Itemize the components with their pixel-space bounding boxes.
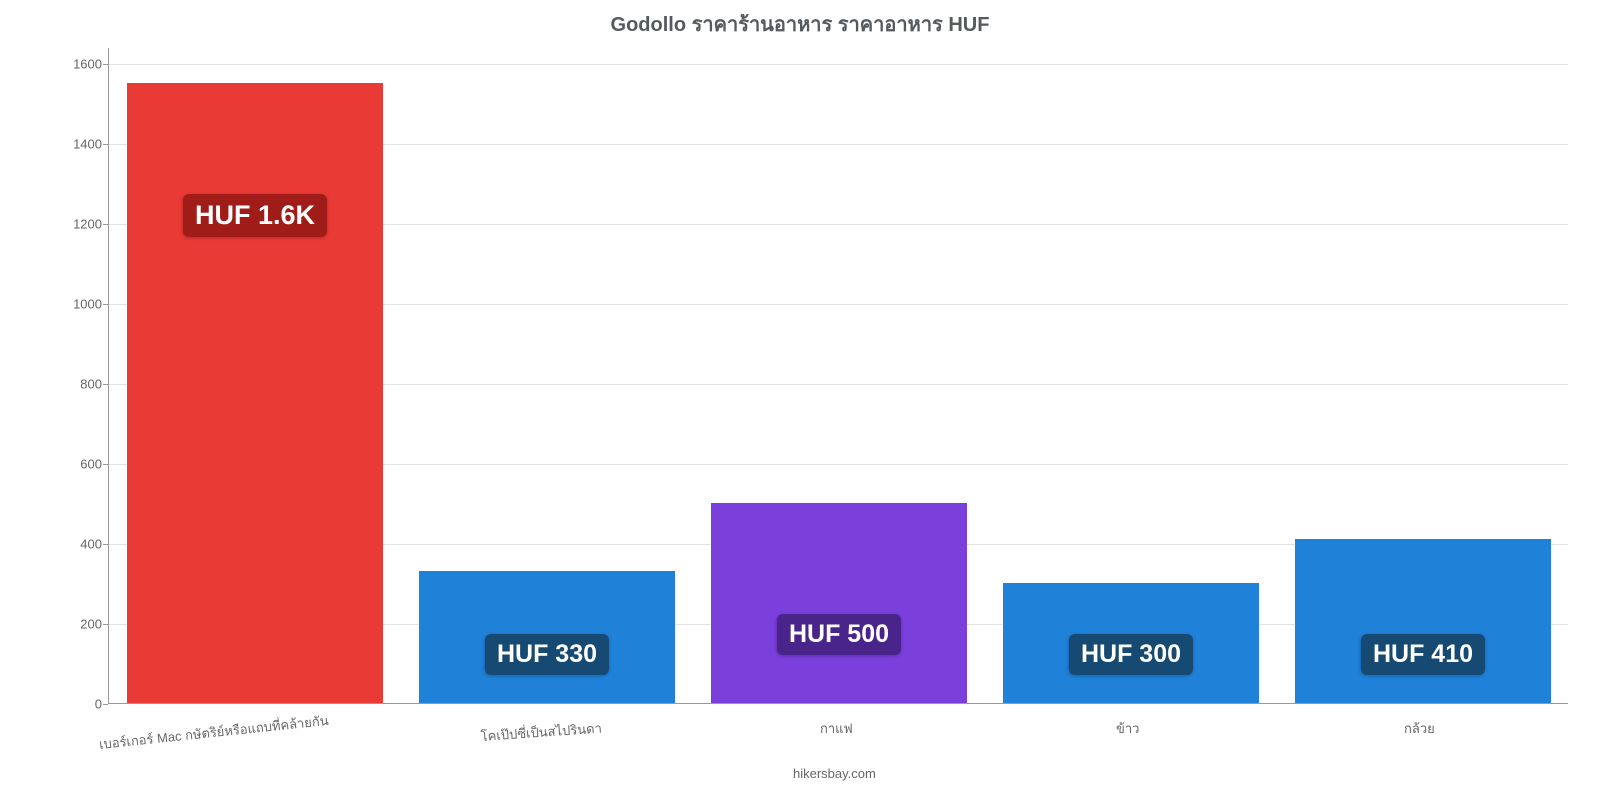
grid-line bbox=[109, 64, 1568, 65]
ytick-label: 0 bbox=[12, 697, 102, 712]
bar-chart: Godollo ราคาร้านอาหาร ราคาอาหาร HUF 0 200… bbox=[0, 0, 1600, 800]
ytick-label: 1000 bbox=[12, 297, 102, 312]
bar-value-label: HUF 1.6K bbox=[183, 194, 327, 237]
x-category-label: โคเป๊ปซี่เป็นสไปรินดา bbox=[480, 718, 603, 747]
ytick-label: 400 bbox=[12, 537, 102, 552]
ytick-mark bbox=[103, 704, 108, 705]
bar bbox=[1295, 539, 1552, 703]
x-category-label: กล้วย bbox=[1404, 718, 1435, 739]
bar-value-label: HUF 300 bbox=[1069, 634, 1193, 675]
x-category-label: กาแฟ bbox=[820, 718, 853, 739]
ytick-label: 200 bbox=[12, 617, 102, 632]
ytick-label: 600 bbox=[12, 457, 102, 472]
x-category-label: เบอร์เกอร์ Mac กษัตริย์หรือแถบที่คล้ายกั… bbox=[98, 710, 330, 755]
attribution-text: hikersbay.com bbox=[793, 766, 876, 781]
plot-area: HUF 1.6K HUF 330 HUF 500 HUF 300 HUF 410 bbox=[108, 48, 1568, 704]
bar-value-label: HUF 500 bbox=[777, 614, 901, 655]
x-category-label: ข้าว bbox=[1116, 718, 1140, 739]
bar-value-label: HUF 410 bbox=[1361, 634, 1485, 675]
ytick-label: 1600 bbox=[12, 57, 102, 72]
bar bbox=[711, 503, 968, 703]
bar bbox=[127, 83, 384, 703]
ytick-label: 1400 bbox=[12, 137, 102, 152]
bar-value-label: HUF 330 bbox=[485, 634, 609, 675]
ytick-label: 800 bbox=[12, 377, 102, 392]
ytick-label: 1200 bbox=[12, 217, 102, 232]
chart-title: Godollo ราคาร้านอาหาร ราคาอาหาร HUF bbox=[0, 8, 1600, 40]
